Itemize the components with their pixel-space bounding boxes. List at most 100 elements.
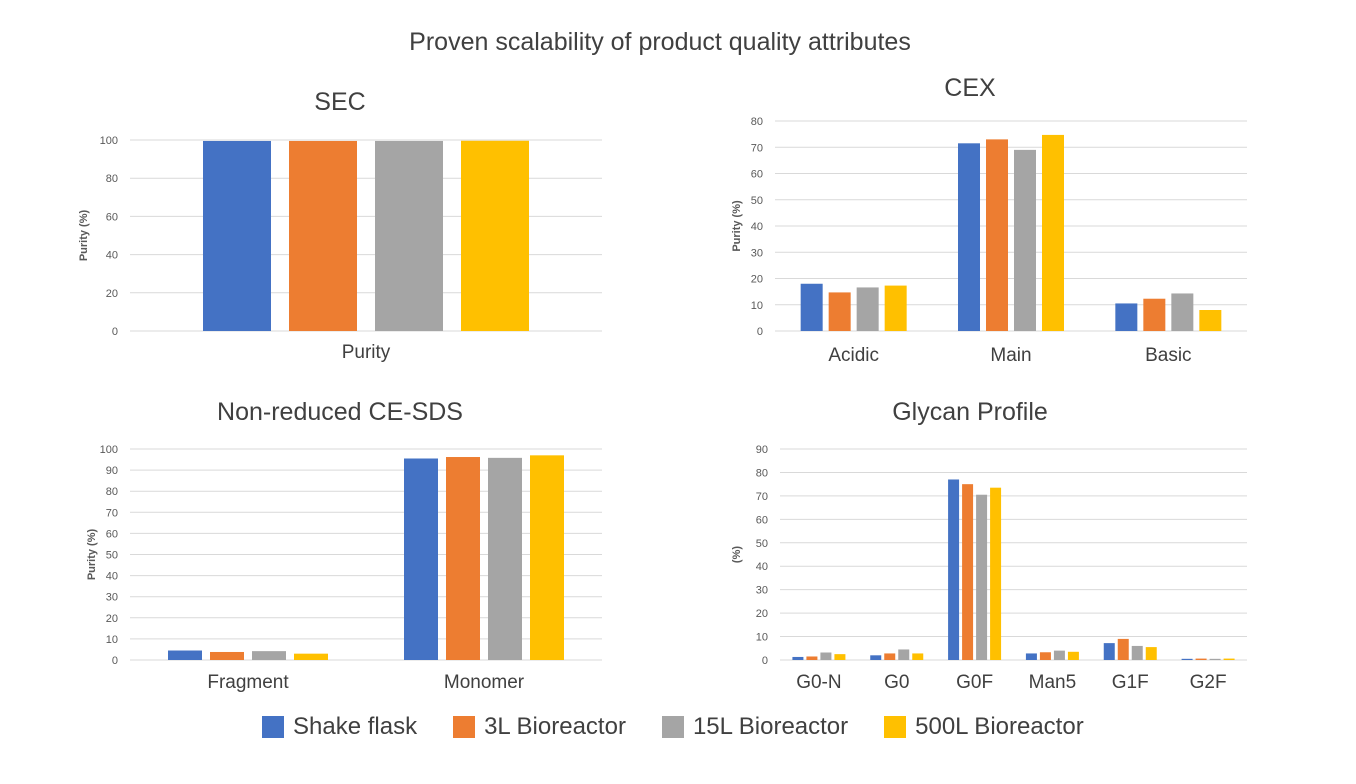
legend-swatch-shake-flask bbox=[262, 716, 284, 738]
category-label: Man5 bbox=[1029, 672, 1077, 693]
category-label: Basic bbox=[1145, 345, 1191, 366]
y-tick-label: 100 bbox=[100, 135, 118, 147]
y-tick-label: 50 bbox=[106, 550, 118, 562]
bar-3l-bioreactor-purity bbox=[289, 140, 357, 331]
legend-item-15l-bioreactor: 15L Bioreactor bbox=[661, 713, 849, 741]
bar-shake-flask-g0f bbox=[948, 479, 960, 660]
y-tick-label: 60 bbox=[751, 169, 763, 181]
bar-500l-bioreactor-purity bbox=[461, 140, 529, 331]
bar-500l-bioreactor-monomer bbox=[530, 455, 564, 660]
bar-500l-bioreactor-g1f bbox=[1145, 647, 1157, 660]
y-tick-label: 100 bbox=[100, 444, 118, 456]
bar-3l-bioreactor-monomer bbox=[446, 457, 480, 660]
bar-shake-flask-purity bbox=[203, 140, 271, 331]
legend-label-shake-flask: Shake flask bbox=[293, 713, 418, 740]
legend: Shake flask 3L Bioreactor 15L Bioreactor… bbox=[262, 713, 1120, 741]
chart-title: SEC bbox=[314, 88, 365, 116]
bar-500l-bioreactor-g0 bbox=[912, 653, 924, 660]
category-label: G0 bbox=[884, 672, 909, 693]
chart-glycan-profile: Glycan Profile 0 10 20 30 40 50 60 70 80 90 (%) G0-N… bbox=[731, 398, 1247, 693]
y-axis-label: Purity (%) bbox=[78, 209, 90, 261]
legend-item-3l-bioreactor: 3L Bioreactor bbox=[453, 713, 626, 741]
bar-15l-bioreactor-basic bbox=[1171, 293, 1194, 331]
legend-label-500l-bioreactor: 500L Bioreactor bbox=[915, 713, 1084, 740]
bar-15l-bioreactor-g0f bbox=[976, 494, 988, 660]
y-tick-label: 0 bbox=[112, 326, 118, 338]
bar-500l-bioreactor-man5 bbox=[1067, 651, 1079, 660]
y-tick-label: 20 bbox=[106, 613, 118, 625]
bar-shake-flask-fragment bbox=[168, 650, 202, 660]
y-tick-label: 20 bbox=[751, 274, 763, 286]
category-label: G2F bbox=[1190, 672, 1227, 693]
category-label: Monomer bbox=[444, 672, 525, 693]
bar-3l-bioreactor-main bbox=[986, 139, 1008, 331]
legend-label-15l-bioreactor: 15L Bioreactor bbox=[692, 713, 849, 740]
y-tick-label: 20 bbox=[756, 608, 768, 620]
category-label: Main bbox=[990, 345, 1031, 366]
bar-15l-bioreactor-monomer bbox=[488, 457, 522, 660]
chart-cex: CEX 0 10 20 30 40 50 60 70 80 Purity (%) Acidic Main… bbox=[731, 74, 1247, 366]
bar-15l-bioreactor-man5 bbox=[1053, 650, 1065, 660]
bar-15l-bioreactor-g1f bbox=[1131, 645, 1143, 660]
bar-500l-bioreactor-fragment bbox=[294, 653, 328, 660]
y-tick-label: 80 bbox=[106, 486, 118, 498]
chart-non-reduced-ce-sds: Non-reduced CE-SDS 0 10 20 30 40 50 60 70 80 90 100… bbox=[86, 398, 602, 693]
bar-3l-bioreactor-g0f bbox=[962, 484, 974, 660]
y-axis-label: (%) bbox=[731, 546, 743, 563]
bar-15l-bioreactor-purity bbox=[375, 140, 443, 331]
category-label: Acidic bbox=[828, 345, 879, 366]
bar-shake-flask-main bbox=[958, 143, 980, 331]
y-axis-label: Purity (%) bbox=[86, 528, 98, 580]
y-tick-label: 40 bbox=[756, 561, 768, 573]
category-label: G0-N bbox=[796, 672, 841, 693]
category-label: G0F bbox=[956, 672, 993, 693]
legend-item-500l-bioreactor: 500L Bioreactor bbox=[884, 713, 1084, 741]
y-tick-label: 60 bbox=[106, 211, 118, 223]
bar-3l-bioreactor-man5 bbox=[1039, 652, 1051, 660]
bar-3l-bioreactor-g1f bbox=[1117, 638, 1129, 660]
y-tick-label: 0 bbox=[762, 655, 768, 667]
legend-item-shake-flask: Shake flask bbox=[262, 713, 417, 741]
bar-3l-bioreactor-fragment bbox=[210, 651, 244, 660]
chart-title: Glycan Profile bbox=[892, 398, 1048, 426]
y-tick-label: 50 bbox=[756, 538, 768, 550]
bar-3l-bioreactor-g0 bbox=[884, 653, 896, 660]
bar-3l-bioreactor-acidic bbox=[828, 292, 851, 331]
bar-15l-bioreactor-g2f bbox=[1209, 658, 1221, 660]
main-title: Proven scalability of product quality at… bbox=[409, 28, 911, 56]
bar-15l-bioreactor-g0-n bbox=[820, 652, 832, 660]
y-tick-label: 80 bbox=[751, 116, 763, 128]
y-tick-label: 40 bbox=[106, 571, 118, 583]
y-tick-label: 20 bbox=[106, 288, 118, 300]
bar-15l-bioreactor-acidic bbox=[856, 287, 879, 331]
y-tick-label: 30 bbox=[756, 585, 768, 597]
bar-500l-bioreactor-acidic bbox=[884, 285, 907, 331]
bar-shake-flask-g1f bbox=[1103, 643, 1115, 660]
chart-sec: SEC 0 20 40 60 80 100 Purity (%) Purity bbox=[78, 88, 602, 363]
y-tick-label: 30 bbox=[751, 247, 763, 259]
legend-swatch-500l-bioreactor bbox=[884, 716, 907, 738]
category-label: Fragment bbox=[207, 672, 289, 693]
y-tick-label: 10 bbox=[756, 632, 768, 644]
y-axis-label: Purity (%) bbox=[731, 200, 743, 252]
bar-shake-flask-g0-n bbox=[792, 656, 804, 660]
category-label: Purity bbox=[342, 342, 391, 363]
bar-15l-bioreactor-main bbox=[1014, 149, 1036, 331]
legend-swatch-3l-bioreactor bbox=[453, 716, 476, 738]
y-tick-label: 90 bbox=[106, 465, 118, 477]
bar-15l-bioreactor-fragment bbox=[252, 651, 286, 660]
y-tick-label: 30 bbox=[106, 592, 118, 604]
bar-15l-bioreactor-g0 bbox=[898, 649, 910, 660]
bar-shake-flask-g2f bbox=[1181, 658, 1193, 660]
y-tick-label: 0 bbox=[112, 655, 118, 667]
bar-shake-flask-acidic bbox=[800, 283, 823, 331]
category-label: G1F bbox=[1112, 672, 1149, 693]
y-tick-label: 60 bbox=[106, 528, 118, 540]
y-tick-label: 70 bbox=[751, 142, 763, 154]
y-tick-label: 90 bbox=[756, 444, 768, 456]
y-tick-label: 70 bbox=[106, 507, 118, 519]
bar-500l-bioreactor-main bbox=[1042, 134, 1064, 331]
y-tick-label: 10 bbox=[106, 634, 118, 646]
y-tick-label: 60 bbox=[756, 514, 768, 526]
